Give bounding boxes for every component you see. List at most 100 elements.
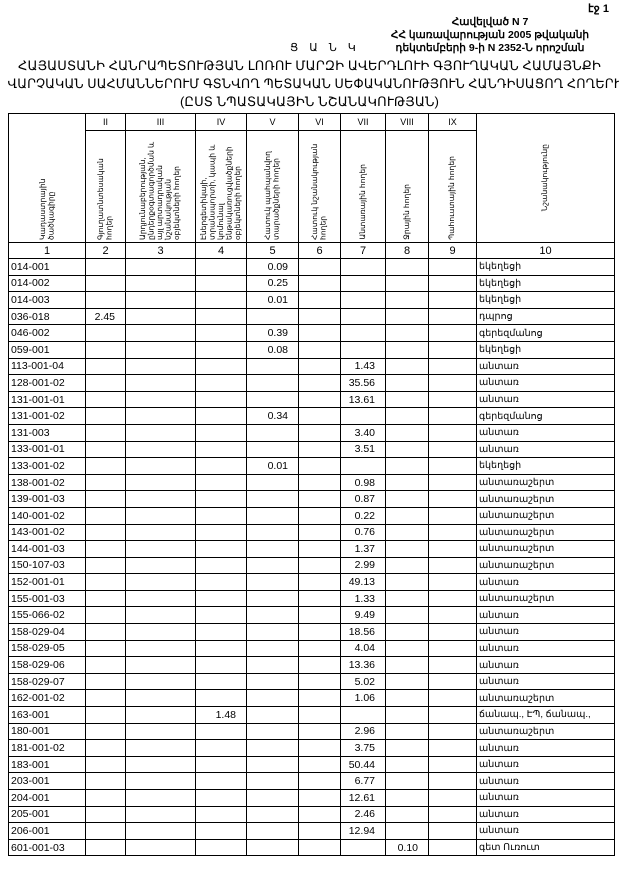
annex-line: ՀՀ կառավարության 2005 թվականի	[390, 29, 590, 41]
area-value	[195, 258, 247, 276]
table-row: 046-002 0.39 գերեզմանոց	[8, 324, 615, 342]
land-purpose: անտառաշերտ	[476, 473, 615, 492]
area-value	[298, 739, 341, 757]
area-value: 0.87	[340, 490, 386, 508]
area-value	[385, 540, 429, 558]
table-row: 601-001-03 0.10 գետ Ուռուտ	[8, 838, 615, 857]
area-value	[125, 274, 196, 293]
header-label: Էներգետիկայի, տրանսպորտի, կապի և կոմունա…	[198, 144, 242, 240]
area-value	[195, 623, 247, 641]
area-value	[385, 623, 429, 641]
area-value	[298, 357, 341, 376]
column-number: 7	[340, 242, 386, 259]
area-value	[246, 540, 299, 558]
column-number: 6	[298, 242, 341, 259]
area-value: 0.76	[340, 523, 386, 542]
area-value	[195, 490, 247, 508]
area-value	[125, 440, 196, 459]
area-value	[246, 556, 299, 575]
area-value	[298, 656, 341, 674]
area-value	[195, 689, 247, 708]
area-value	[428, 656, 477, 674]
area-value	[340, 340, 386, 359]
area-value	[428, 390, 477, 409]
area-value: 13.36	[340, 656, 386, 674]
annex-line: դեկտեմբերի 9-ի N 2352-Ն որոշման	[395, 42, 585, 54]
area-value	[385, 407, 429, 425]
area-value	[246, 357, 299, 376]
cadastral-code: 158-029-04	[8, 623, 86, 641]
area-value	[385, 457, 429, 475]
land-purpose: եկեղեցի	[476, 457, 615, 475]
table-row: 144-001-03 1.37 անտառաշերտ	[8, 540, 615, 558]
area-value: 0.01	[246, 291, 299, 309]
area-value	[246, 838, 299, 857]
area-value	[125, 805, 196, 824]
cadastral-code: 204-001	[8, 789, 86, 807]
area-value	[385, 573, 429, 591]
column-number: 5	[246, 242, 299, 259]
list-label: Ց Ա Ն Կ	[290, 42, 360, 54]
area-value	[195, 589, 247, 608]
area-value	[340, 838, 386, 857]
area-value	[125, 789, 196, 807]
table-row: 131-001-02 0.34 գերեզմանոց	[8, 407, 615, 425]
column-number: 10	[476, 242, 615, 259]
cadastral-code: 158-029-06	[8, 656, 86, 674]
area-value	[125, 390, 196, 409]
roman-numeral: VIII	[385, 113, 429, 131]
area-value	[125, 340, 196, 359]
land-purpose: անտառ	[476, 374, 615, 392]
land-purpose: անտառ	[476, 772, 615, 790]
area-value	[340, 291, 386, 309]
area-value	[298, 540, 341, 558]
cadastral-code: 059-001	[8, 340, 86, 359]
document-title: ՀԱՅԱՍՏԱՆԻ ՀԱՆՐԱՊԵՏՈՒԹՅԱՆ ԼՈՌՈՒ ՄԱՐԶԻ ԱՎԵ…	[0, 57, 619, 111]
area-value	[385, 374, 429, 392]
cadastral-code: 203-001	[8, 772, 86, 790]
area-value	[125, 324, 196, 342]
roman-numeral: IX	[428, 113, 477, 131]
area-value	[298, 639, 341, 658]
area-value	[195, 340, 247, 359]
area-value	[428, 722, 477, 741]
area-value	[246, 374, 299, 392]
area-value	[85, 390, 126, 409]
area-value	[125, 556, 196, 575]
header-cell: Էներգետիկայի, տրանսպորտի, կապի և կոմունա…	[195, 130, 247, 243]
area-value	[195, 755, 247, 774]
table-row: 140-001-02 0.22 անտառաշերտ	[8, 506, 615, 525]
header-label: Հատուկ պահպանվող տարածքների հողեր	[263, 151, 281, 240]
area-value	[85, 672, 126, 691]
area-value	[246, 822, 299, 840]
header-label: Հատուկ նշանակության հողեր	[310, 143, 328, 240]
area-value	[125, 407, 196, 425]
area-value	[428, 623, 477, 641]
area-value	[85, 457, 126, 475]
area-value	[125, 307, 196, 326]
area-value	[246, 789, 299, 807]
area-value: 1.06	[340, 689, 386, 708]
cadastral-code: 158-029-05	[8, 639, 86, 658]
area-value	[385, 307, 429, 326]
area-value	[125, 739, 196, 757]
cadastral-code: 152-001-01	[8, 573, 86, 591]
area-value	[195, 440, 247, 459]
land-purpose: անտառ	[476, 623, 615, 641]
annex-line-wrap: ՀՀ կառավարության 2005 թվականի	[370, 29, 610, 42]
area-value	[246, 390, 299, 409]
roman-numeral: VI	[298, 113, 341, 131]
table-row: 163-001 1.48 ճանապ., ԷՊ, ճանապ.,	[8, 706, 615, 724]
area-value	[428, 274, 477, 293]
area-value	[195, 324, 247, 342]
header-cell: Հատուկ պահպանվող տարածքների հողեր	[246, 130, 299, 243]
area-value	[125, 423, 196, 442]
area-value	[385, 772, 429, 790]
land-table: Կադաստրային ծածկագիրը II III IV V VI VII VIII IX…	[8, 113, 615, 857]
area-value: 0.98	[340, 473, 386, 492]
area-value	[246, 639, 299, 658]
area-value	[385, 390, 429, 409]
area-value	[195, 506, 247, 525]
header-row: Գյուղատնտեսական հողեր Արդյունաբերության, …	[9, 130, 615, 243]
land-purpose: անտառ	[476, 573, 615, 591]
